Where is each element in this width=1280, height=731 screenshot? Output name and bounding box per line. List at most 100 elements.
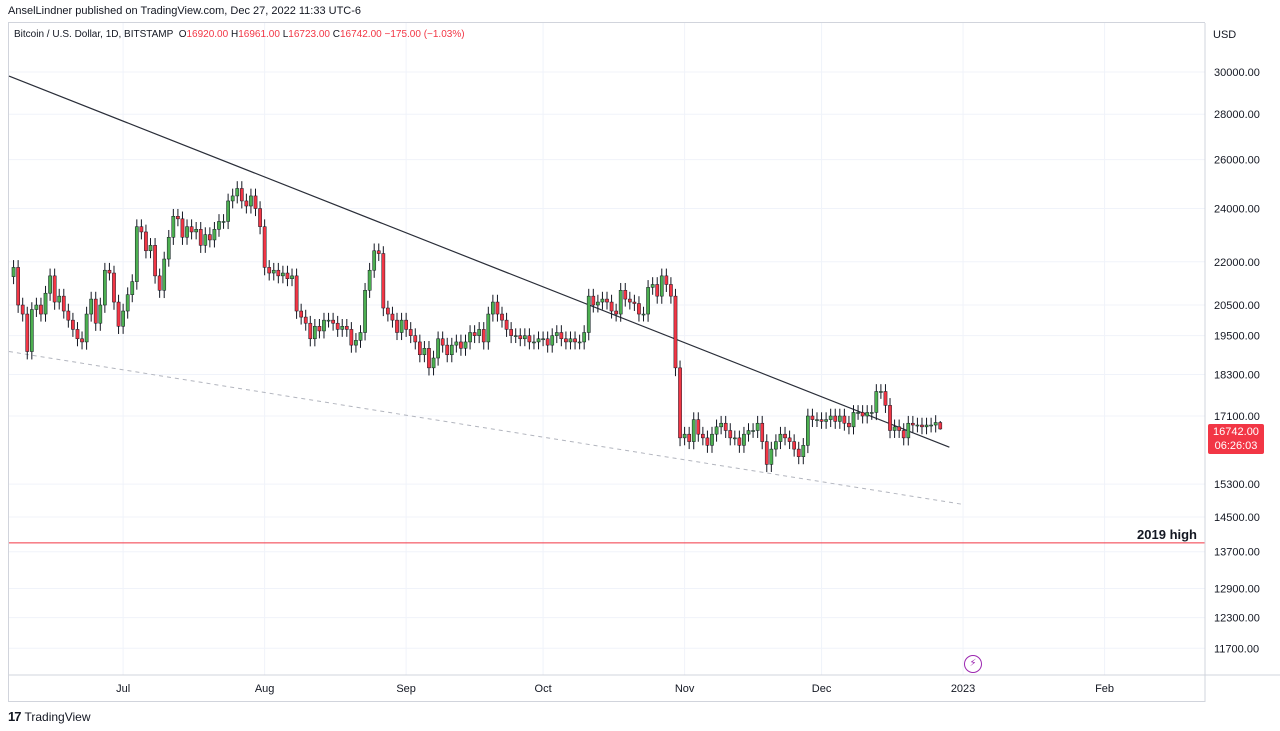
low-label: L (282, 29, 289, 40)
candle-body (121, 310, 125, 327)
candle (344, 318, 349, 337)
y-tick-label: 24000.00 (1214, 204, 1260, 216)
candle (618, 282, 623, 322)
candle (938, 421, 943, 430)
candle-body (828, 415, 833, 420)
candle-body (354, 340, 358, 346)
candle-body (431, 357, 436, 369)
candle (819, 412, 824, 429)
candle-body (678, 367, 682, 439)
candle-body (276, 269, 281, 277)
close-label: C (332, 29, 340, 40)
candle (920, 417, 924, 435)
candle (605, 291, 609, 310)
candle-body (75, 329, 80, 340)
candle-body (299, 310, 304, 318)
candle-body (751, 430, 755, 432)
candle-body (285, 272, 290, 279)
candle-body (577, 341, 582, 344)
candle (381, 246, 386, 317)
candle (459, 334, 463, 356)
candle-body (792, 441, 797, 450)
candle-body (477, 329, 482, 336)
candle (11, 260, 16, 285)
candle (176, 208, 180, 227)
candle-body (764, 441, 769, 465)
candle (518, 328, 523, 347)
x-tick-label: Jul (116, 683, 130, 695)
candle-body (208, 234, 212, 241)
candle-body (413, 335, 418, 343)
candle (326, 312, 331, 328)
candle-body (646, 287, 650, 315)
candles (11, 181, 943, 473)
candle (897, 419, 902, 438)
tradingview-logo[interactable]: 17 TradingView (8, 709, 91, 724)
y-tick-label: 30000.00 (1214, 67, 1260, 79)
candle (833, 408, 838, 429)
candle-body (897, 426, 902, 431)
candle (212, 222, 217, 248)
candle (308, 315, 313, 347)
candle-body (34, 304, 39, 310)
candle (217, 214, 221, 237)
candle-body (235, 188, 240, 197)
candle-body (637, 303, 641, 315)
candle-body (874, 391, 879, 413)
candle (89, 291, 94, 322)
candle-body (687, 433, 692, 442)
chart-grid (9, 23, 1205, 675)
currency-label[interactable]: USD (1213, 29, 1237, 41)
candle-body (134, 226, 139, 282)
candle (107, 262, 112, 281)
candle-body (349, 329, 354, 346)
candle-body (281, 272, 285, 277)
candle-body (504, 319, 509, 330)
candle (303, 309, 308, 331)
candle (294, 268, 299, 319)
candle-body (614, 310, 618, 315)
candle-body (367, 269, 372, 291)
candle (929, 417, 933, 433)
y-tick-label: 12900.00 (1214, 584, 1260, 596)
candle (673, 288, 678, 377)
candle-body (226, 200, 230, 222)
candle (573, 331, 577, 350)
candle-body (920, 424, 924, 428)
lightning-icon[interactable]: ⚡ (964, 655, 982, 673)
candle (372, 243, 377, 278)
candle-body (303, 316, 308, 324)
candle-body (93, 298, 98, 324)
candle-body (655, 284, 660, 297)
candle (189, 219, 194, 240)
candle-body (787, 437, 792, 442)
candle-body (518, 335, 523, 340)
candle (317, 318, 322, 339)
candle-body (532, 341, 536, 344)
candle-body (833, 415, 838, 422)
y-tick-label: 18300.00 (1214, 370, 1260, 382)
last-price-value: 16742.00 (1213, 426, 1259, 438)
candle (869, 405, 874, 420)
candle-body (376, 250, 381, 254)
candle (842, 408, 847, 431)
candle-body (664, 275, 669, 285)
candle-body (582, 332, 587, 343)
candle-body (427, 348, 431, 369)
candle (130, 274, 135, 303)
candle (532, 334, 536, 350)
candle-body (57, 295, 62, 303)
x-tick-label: 2023 (951, 683, 975, 695)
candle (637, 296, 641, 322)
candle (29, 302, 34, 360)
candle (719, 415, 723, 435)
candle (399, 312, 404, 341)
candle-body (322, 319, 326, 332)
candle-body (865, 412, 870, 417)
candle (769, 441, 774, 472)
candle (440, 331, 445, 353)
candle-body (669, 284, 673, 297)
candle (879, 384, 883, 399)
x-tick-label: Nov (675, 683, 695, 695)
